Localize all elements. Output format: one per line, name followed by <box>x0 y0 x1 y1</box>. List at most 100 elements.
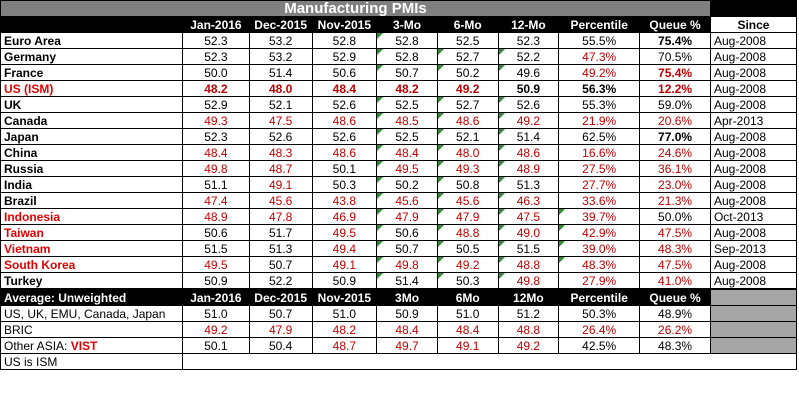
col-header: Dec-2015 <box>248 16 313 33</box>
comment-marker-icon <box>377 161 384 167</box>
data-cell: 48.3 <box>248 144 313 161</box>
data-cell: 45.6 <box>436 192 499 209</box>
cell-value: 49.6 <box>516 65 541 80</box>
col-header: Jan-2016 <box>182 288 250 306</box>
cell-value: 53.2 <box>268 49 293 64</box>
since-cell: Aug-2008 <box>709 64 798 81</box>
data-cell: 50.3 <box>436 272 499 290</box>
cell-value: 50.3 <box>456 273 480 288</box>
title-row: Manufacturing PMIs <box>0 0 798 17</box>
cell-value: 49.5 <box>332 225 357 240</box>
data-cell: 50.5 <box>436 240 499 257</box>
data-cell: 48.4 <box>376 321 438 338</box>
data-cell: 48.4 <box>311 80 378 97</box>
data-cell: 47.5% <box>639 224 711 241</box>
cell-value: 50.5 <box>456 241 480 256</box>
comment-marker-icon <box>377 273 384 279</box>
row-label: US (ISM) <box>0 80 184 97</box>
cell-value: 41.0% <box>658 273 693 288</box>
data-cell: 49.2% <box>558 64 641 81</box>
comment-marker-icon <box>499 97 505 103</box>
cell-value: 23.0% <box>658 177 693 192</box>
cell-value: 47.5% <box>658 225 693 240</box>
data-cell: 48.8 <box>497 256 560 273</box>
data-cell: 49.5 <box>311 224 378 241</box>
comment-marker-icon <box>438 177 444 183</box>
header-blank-cell <box>0 16 184 33</box>
data-cell: 43.8 <box>311 192 378 209</box>
data-cell: 39.7% <box>558 208 641 225</box>
data-cell: 21.3% <box>639 192 711 209</box>
data-cell: 52.8 <box>311 32 378 49</box>
table-row: Indonesia 48.9 47.8 46.9 47.9 47.9 47.5 39.7% 50… <box>0 208 798 225</box>
data-cell: 47.9 <box>436 208 499 225</box>
cell-value: 45.6 <box>268 193 293 208</box>
data-cell: 52.9 <box>311 48 378 65</box>
data-cell: 52.6 <box>248 128 313 145</box>
data-cell: 45.6 <box>376 192 438 209</box>
pmi-table: Manufacturing PMIs Jan-2016 Dec-2015 Nov… <box>0 0 798 370</box>
data-cell: 24.6% <box>639 144 711 161</box>
footnote-row: US is ISM <box>0 353 797 370</box>
gray-block <box>709 321 798 338</box>
data-cell: 49.8 <box>182 160 250 177</box>
footnote: US is ISM <box>0 353 184 370</box>
comment-marker-icon <box>438 225 444 231</box>
cell-value: 43.8 <box>332 193 357 208</box>
data-cell: 42.5% <box>558 337 641 354</box>
data-cell: 75.4% <box>639 32 711 49</box>
col-header: Nov-2015 <box>311 288 378 306</box>
cell-value: 45.6 <box>395 193 419 208</box>
data-cell: 51.4 <box>248 64 313 81</box>
cell-value: 48.7 <box>268 161 293 176</box>
data-cell: 50.7 <box>248 305 313 322</box>
cell-value: 49.3 <box>456 161 480 176</box>
cell-value: 52.8 <box>332 33 357 48</box>
table-row: UK 52.9 52.1 52.6 52.5 52.7 52.6 55.3% 59.0% Aug-… <box>0 96 798 113</box>
cell-value: 48.9 <box>204 209 228 224</box>
cell-value: 33.6% <box>582 193 617 208</box>
comment-marker-icon <box>377 113 384 119</box>
data-cell: 50.9 <box>497 80 560 97</box>
data-cell: 47.5 <box>248 112 313 129</box>
cell-value: 49.8 <box>516 273 541 288</box>
comment-marker-icon <box>438 97 444 103</box>
data-cell: 48.7 <box>248 160 313 177</box>
table-row: US (ISM) 48.2 48.0 48.4 48.2 49.2 50.9 56.3% 12.… <box>0 80 798 97</box>
col-header: 12-Mo <box>497 16 560 33</box>
data-cell: 48.9 <box>497 160 560 177</box>
row-label-text: BRIC <box>4 322 33 337</box>
cell-value: 50.8 <box>456 177 480 192</box>
cell-value: 50.7 <box>395 65 419 80</box>
comment-marker-icon <box>499 225 505 231</box>
cell-value: 47.9 <box>395 209 419 224</box>
data-cell: 50.3 <box>311 176 378 193</box>
comment-marker-icon <box>438 113 444 119</box>
data-cell: 41.0% <box>639 272 711 290</box>
data-cell: 51.5 <box>182 240 250 257</box>
cell-value: 50.0 <box>204 65 228 80</box>
cell-value: 51.4 <box>516 129 541 144</box>
since-cell: Aug-2008 <box>709 192 798 209</box>
cell-value: 52.3 <box>516 33 541 48</box>
data-cell: 48.5 <box>376 112 438 129</box>
data-cell: 46.9 <box>311 208 378 225</box>
cell-value: 49.3 <box>204 113 228 128</box>
data-cell: 12.2% <box>639 80 711 97</box>
data-cell: 49.1 <box>248 176 313 193</box>
cell-value: 52.8 <box>395 49 419 64</box>
since-cell: Aug-2008 <box>709 48 798 65</box>
data-cell: 48.6 <box>497 144 560 161</box>
data-cell: 52.1 <box>248 96 313 113</box>
cell-value: 50.9 <box>204 273 228 288</box>
row-label: Indonesia <box>0 208 184 225</box>
row-label: France <box>0 64 184 81</box>
data-cell: 49.2 <box>436 256 499 273</box>
data-cell: 48.3% <box>639 240 711 257</box>
comment-marker-icon <box>499 257 505 263</box>
average-row: US, UK, EMU, Canada, Japan 51.0 50.7 51.0 50… <box>0 305 798 322</box>
comment-marker-icon <box>438 145 444 151</box>
data-cell: 77.0% <box>639 128 711 145</box>
comment-marker-icon <box>438 129 444 135</box>
since-cell: Aug-2008 <box>709 256 798 273</box>
